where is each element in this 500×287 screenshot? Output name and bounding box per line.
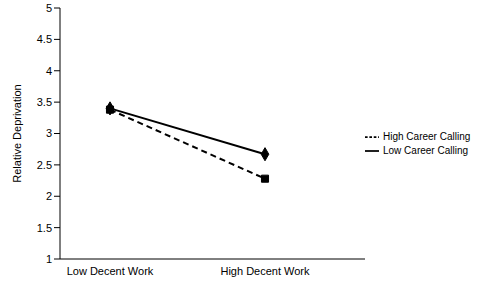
svg-text:2.5: 2.5 <box>37 159 52 171</box>
html-text:High Career Calling: High Career Calling <box>383 130 471 142</box>
svg-text:3: 3 <box>46 127 52 139</box>
svg-text:2: 2 <box>46 190 52 202</box>
svg-text:4.5: 4.5 <box>37 33 52 45</box>
html-text:Low Career Calling: Low Career Calling <box>383 144 468 156</box>
svg-text:High Decent Work: High Decent Work <box>220 265 310 277</box>
svg-text:5: 5 <box>46 2 52 14</box>
svg-text:1.5: 1.5 <box>37 222 52 234</box>
svg-text:1: 1 <box>46 253 52 265</box>
svg-text:Low Decent Work: Low Decent Work <box>67 265 154 277</box>
svg-text:Relative Deprivation: Relative Deprivation <box>11 84 23 182</box>
svg-text:4: 4 <box>46 65 52 77</box>
svg-text:3.5: 3.5 <box>37 96 52 108</box>
